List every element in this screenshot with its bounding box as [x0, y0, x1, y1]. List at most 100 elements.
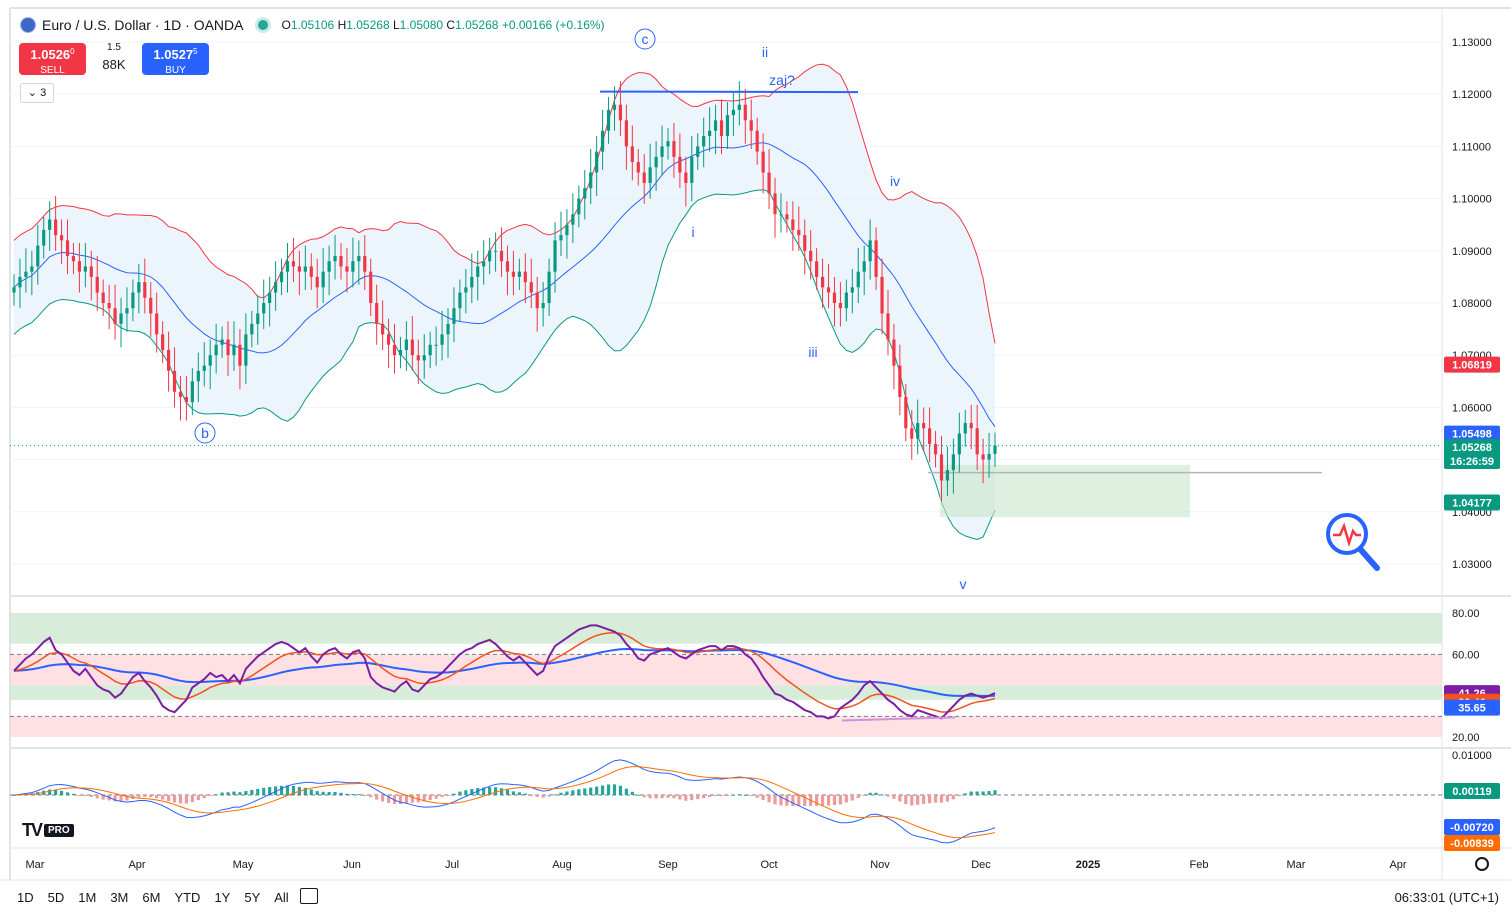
macd-histogram-bar: [660, 795, 664, 799]
candle: [559, 235, 563, 241]
macd-histogram-bar: [630, 791, 634, 795]
macd-histogram-bar: [862, 795, 866, 796]
candle: [268, 292, 272, 303]
candle: [547, 271, 551, 303]
macd-histogram-bar: [208, 795, 212, 797]
candle: [196, 370, 200, 382]
macd-histogram-bar: [357, 794, 361, 796]
rsi-axis-label: 20.00: [1452, 732, 1480, 744]
candle: [48, 219, 52, 230]
tf-3m[interactable]: 3M: [110, 889, 129, 905]
macd-histogram-bar: [274, 786, 278, 795]
macd-histogram-bar: [696, 795, 700, 800]
time-axis-label: Dec: [971, 859, 991, 871]
macd-histogram-bar: [505, 789, 510, 795]
clock[interactable]: 06:33:01 (UTC+1): [1394, 890, 1499, 905]
macd-histogram-bar: [648, 795, 652, 799]
svg-text:1.05498: 1.05498: [1452, 429, 1492, 441]
magnifier-pulse-icon[interactable]: [1325, 512, 1381, 574]
date-range-icon[interactable]: [300, 888, 318, 904]
macd-histogram-bar: [529, 795, 533, 796]
candle: [202, 365, 206, 371]
candle: [369, 271, 373, 303]
tf-1d[interactable]: 1D: [17, 889, 34, 905]
price-tag-countdown: 16:26:59: [1444, 453, 1500, 469]
tf-1m[interactable]: 1M: [78, 889, 97, 905]
tf-5y[interactable]: 5Y: [244, 889, 261, 905]
time-axis-label: Jun: [343, 859, 361, 871]
macd-histogram-bar: [791, 795, 795, 806]
macd-histogram-bar: [369, 795, 373, 798]
macd-histogram-bar: [939, 795, 944, 803]
ohlc-open-label: O: [281, 18, 291, 32]
svg-text:-0.00720: -0.00720: [1450, 822, 1493, 834]
macd-histogram-bar: [844, 795, 848, 803]
candle: [363, 256, 367, 272]
candle: [345, 266, 349, 272]
symbol-header[interactable]: Euro / U.S. Dollar · 1D · OANDA O1.05106…: [20, 17, 605, 33]
rsi-slow-line: [13, 648, 996, 697]
svg-text:1.06819: 1.06819: [1452, 360, 1492, 372]
macd-histogram-bar: [749, 795, 753, 796]
buy-button[interactable]: 1.05275 BUY: [142, 43, 209, 76]
price-axis-label: 1.06000: [1452, 402, 1492, 414]
macd-histogram-bar: [381, 795, 385, 802]
candle: [178, 391, 183, 397]
candle: [285, 261, 290, 272]
price-tag-upper-band: 1.06819: [1444, 356, 1500, 373]
time-axis-label: Feb: [1190, 859, 1209, 871]
candle: [446, 323, 450, 335]
candle: [315, 276, 319, 288]
macd-histogram-bar: [856, 795, 860, 799]
candle: [987, 453, 991, 460]
tf-ytd[interactable]: YTD: [174, 889, 201, 905]
wave-label-2: ii: [762, 44, 768, 60]
candle: [392, 344, 397, 356]
sell-button[interactable]: 1.05260 SELL: [19, 43, 86, 76]
tf-1y[interactable]: 1Y: [214, 889, 231, 905]
candle: [30, 266, 34, 272]
svg-text:0.00119: 0.00119: [1452, 786, 1491, 798]
tf-6m[interactable]: 6M: [142, 889, 161, 905]
macd-histogram-bar: [690, 795, 694, 801]
candle: [42, 229, 46, 246]
macd-histogram-bar: [178, 795, 183, 804]
macd-signal-tag: -0.00839: [1444, 835, 1500, 851]
candle: [969, 423, 973, 429]
macd-histogram-bar: [981, 791, 985, 795]
macd-histogram-bar: [850, 795, 854, 801]
macd-histogram-bar: [517, 792, 521, 795]
candle: [166, 349, 171, 371]
sell-price: 1.0526: [30, 47, 71, 62]
macd-histogram-bar: [595, 786, 599, 795]
candle: [904, 396, 908, 429]
candle: [327, 261, 331, 272]
tf-5d[interactable]: 5D: [47, 889, 65, 905]
macd-histogram-bar: [797, 795, 801, 806]
macd-histogram-bar: [612, 784, 617, 795]
candle: [838, 303, 843, 309]
candle: [386, 334, 391, 345]
candle: [541, 303, 545, 309]
indicators-collapse-button[interactable]: ⌄ 3: [20, 83, 54, 103]
macd-histogram-bar: [470, 789, 474, 795]
svg-text:-0.00839: -0.00839: [1450, 838, 1493, 850]
settings-gear-icon[interactable]: [1475, 857, 1489, 871]
time-axis-label: Mar: [26, 859, 45, 871]
macd-histogram-bar: [351, 794, 355, 796]
rsi-overbought-zone: [10, 613, 1442, 644]
candle: [77, 261, 81, 272]
candle: [464, 287, 468, 293]
ohlc-open-value: 1.05106: [290, 18, 335, 32]
macd-histogram-bar: [678, 795, 682, 800]
candle: [333, 256, 337, 262]
macd-histogram-bar: [113, 795, 117, 802]
macd-histogram-bar: [59, 790, 64, 795]
macd-histogram-bar: [725, 795, 730, 796]
ohlc-high-label: H: [337, 18, 347, 32]
macd-histogram-bar: [565, 791, 569, 795]
macd-histogram-bar: [184, 795, 189, 804]
tf-all[interactable]: All: [274, 889, 289, 905]
macd-histogram-bar: [702, 795, 706, 798]
